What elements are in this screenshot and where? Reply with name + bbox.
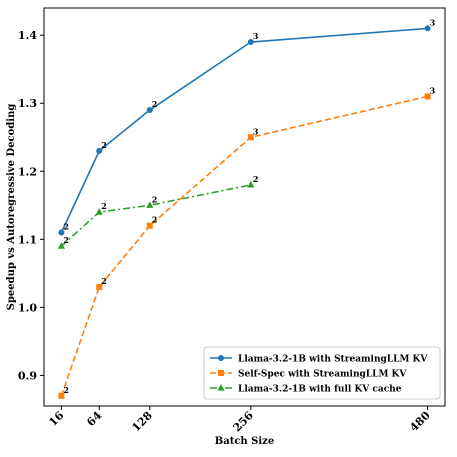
series-2: 2 2 2 3 3	[58, 85, 436, 399]
legend-label: Llama-3.2-1B with StreamingLLM KV	[238, 355, 428, 365]
data-point	[58, 392, 65, 399]
data-point	[218, 355, 224, 361]
point-label: 2	[152, 215, 158, 225]
point-label: 3	[430, 85, 436, 95]
y-axis-title: Speedup vs Autoregressive Decoding	[6, 104, 17, 311]
point-label: 2	[101, 201, 107, 211]
point-label: 3	[253, 31, 259, 41]
point-label: 2	[253, 174, 259, 184]
data-point	[146, 222, 153, 229]
point-label: 2	[101, 276, 107, 286]
legend: Llama-3.2-1B with StreamingLLM KV Self-Sp…	[203, 346, 441, 400]
y-tick-label: 0.9	[18, 369, 37, 382]
point-label: 2	[63, 222, 69, 232]
data-point	[96, 283, 103, 290]
y-axis: 0.9 1.0 1.1 1.2 1.3 1.4	[18, 29, 44, 382]
data-point	[96, 147, 103, 154]
data-point	[217, 384, 225, 391]
x-axis: 16 64 128 256 480	[46, 406, 433, 434]
data-point	[146, 107, 153, 114]
y-tick-label: 1.3	[18, 97, 37, 110]
y-tick-label: 1.0	[18, 301, 37, 314]
point-label: 2	[101, 140, 107, 150]
series-1: 2 2 2 3 3	[58, 17, 436, 236]
point-label: 2	[63, 385, 69, 395]
point-label: 3	[253, 126, 259, 136]
data-point	[424, 25, 431, 32]
point-label: 2	[152, 99, 158, 109]
data-point	[218, 370, 224, 376]
series-layer: 2 2 2 3 3 2 2 2 3 3 2 2 2 2	[57, 17, 436, 399]
y-tick-label: 1.4	[18, 29, 37, 42]
y-tick-label: 1.1	[18, 233, 37, 246]
data-point	[57, 242, 65, 249]
x-tick-label: 128	[129, 409, 155, 435]
data-point	[95, 208, 103, 215]
series-line	[60, 27, 428, 233]
legend-label: Llama-3.2-1B with full KV cache	[238, 385, 402, 395]
point-label: 2	[63, 235, 69, 245]
point-label: 3	[430, 17, 436, 27]
y-tick-label: 1.2	[18, 165, 37, 178]
data-point	[146, 201, 154, 208]
legend-box	[203, 346, 441, 400]
series-line	[60, 184, 251, 247]
data-point	[247, 134, 254, 141]
x-tick-label: 480	[407, 409, 433, 435]
point-label: 2	[152, 194, 158, 204]
data-point	[247, 39, 254, 46]
data-point	[58, 229, 65, 236]
data-point	[424, 93, 431, 100]
plot-frame	[43, 7, 446, 407]
legend-label: Self-Spec with StreamingLLM KV	[238, 370, 407, 380]
series-3: 2 2 2 2	[57, 174, 259, 249]
x-tick-label: 64	[84, 409, 104, 429]
x-tick-label: 256	[231, 409, 257, 435]
x-tick-label: 16	[46, 409, 66, 429]
x-axis-title: Batch Size	[215, 436, 274, 447]
data-point	[247, 180, 255, 188]
